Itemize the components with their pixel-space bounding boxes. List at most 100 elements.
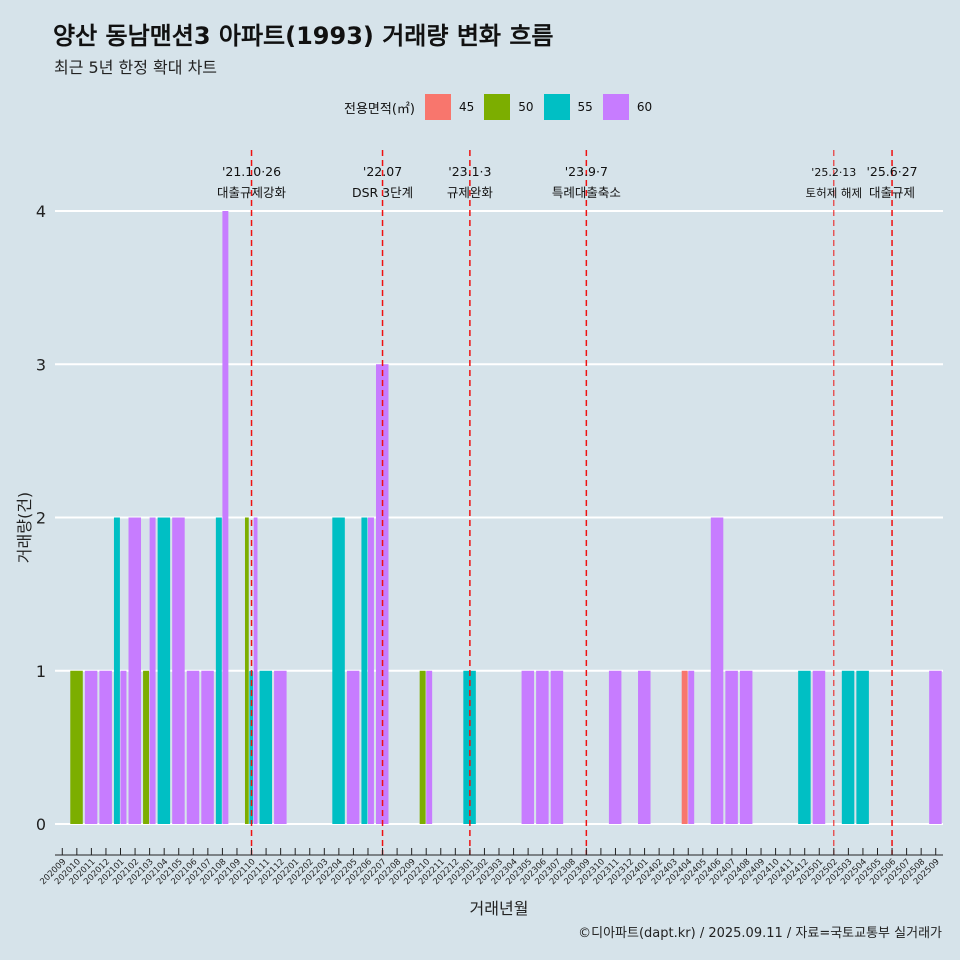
legend-swatch-55 (543, 94, 570, 120)
legend: 전용면적(㎡) 45 50 55 60 (344, 93, 662, 121)
bar-202205-60 (346, 670, 360, 824)
x-tick-label-202207: 202207 (359, 857, 389, 887)
y-tick-label-1: 1 (36, 662, 46, 681)
bar-202011-60 (84, 670, 98, 824)
bar-202206-60 (367, 517, 374, 824)
x-tick-label-202211: 202211 (417, 857, 447, 887)
bar-202509-60 (929, 670, 942, 824)
x-tick-label-202209: 202209 (388, 857, 418, 887)
bar-202307-60 (550, 670, 564, 824)
legend-item-60: 60 (602, 94, 652, 120)
bar-202112-60 (274, 670, 287, 824)
x-tick-label-202104: 202104 (140, 857, 170, 887)
bar-202108-60 (222, 211, 229, 824)
legend-item-50: 50 (484, 94, 534, 120)
x-tick-label-202412: 202412 (781, 857, 811, 887)
x-tick-label-202212: 202212 (431, 857, 461, 887)
gridlines (55, 210, 943, 825)
y-tick-label-0: 0 (36, 815, 46, 834)
bar-202105-60 (172, 517, 185, 824)
x-axis-title: 거래년월 (470, 899, 529, 918)
bar-202404-60 (688, 670, 695, 824)
x-tick-label-202408: 202408 (723, 857, 753, 887)
x-tick-label-202311: 202311 (592, 857, 622, 887)
bar-202501-60 (812, 670, 826, 824)
event-label-202502: 토허제 해제 (806, 186, 863, 200)
x-tick-label-202106: 202106 (169, 857, 199, 887)
bar-202103-50 (143, 670, 150, 824)
bar-202305-60 (521, 670, 535, 824)
bar-202204-55 (332, 517, 345, 824)
bar-202503-55 (841, 670, 855, 824)
legend-title: 전용면적(㎡) (344, 101, 415, 117)
bar-202206-55 (361, 517, 368, 824)
x-tick-label-202009: 202009 (38, 857, 68, 887)
x-tick-label-202504: 202504 (839, 857, 869, 887)
source-caption: ©디아파트(dapt.kr) / 2025.09.11 / 자료=국토교통부 실… (578, 926, 942, 941)
x-tick-label-202305: 202305 (504, 857, 534, 887)
bar-202306-60 (536, 670, 549, 824)
event-date-202207: '22.07 (363, 164, 402, 179)
x-tick-label-202201: 202201 (271, 857, 301, 887)
bar-202012-60 (99, 670, 112, 824)
x-tick-label-202205: 202205 (330, 857, 360, 887)
bar-202504-55 (856, 670, 869, 824)
legend-swatch-60 (602, 94, 629, 120)
x-tick-label-202507: 202507 (883, 857, 913, 887)
x-tick-label-202103: 202103 (126, 857, 156, 887)
y-tick-label-2: 2 (36, 509, 46, 528)
x-tick-label-202012: 202012 (82, 857, 112, 887)
x-tick-label-202505: 202505 (854, 857, 884, 887)
bar-202311-60 (608, 670, 622, 824)
bar-202301-55 (463, 670, 476, 824)
x-tick-label-202407: 202407 (708, 857, 738, 887)
chart-title: 양산 동남맨션3 아파트(1993) 거래량 변화 흐름 (53, 22, 554, 50)
bar-202106-60 (186, 670, 200, 824)
x-tick-label-202309: 202309 (562, 857, 592, 887)
x-tick-label-202402: 202402 (635, 857, 665, 887)
bar-202110-50 (244, 517, 249, 824)
x-tick-label-202312: 202312 (606, 857, 636, 887)
event-label-202301: 규제완화 (447, 185, 494, 200)
legend-item-45: 45 (424, 94, 475, 120)
x-tick-label-202102: 202102 (111, 857, 141, 887)
bar-202408-60 (739, 670, 753, 824)
x-tick-label-202308: 202308 (548, 857, 578, 887)
x-tick-label-202108: 202108 (199, 857, 229, 887)
y-tick-label-3: 3 (36, 355, 46, 374)
event-date-202506: '25.6·27 (866, 164, 917, 179)
x-tick-label-202508: 202508 (897, 857, 927, 887)
bar-202401-60 (638, 670, 651, 824)
x-tick-label-202204: 202204 (315, 857, 345, 887)
event-date-202301: '23.1·3 (448, 164, 491, 179)
legend-label-45: 45 (458, 100, 475, 114)
event-date-202309: '23.9·7 (565, 164, 608, 179)
x-tick-label-202501: 202501 (795, 857, 825, 887)
event-label-202506: 대출규제 (869, 185, 915, 200)
event-label-202207: DSR 3단계 (352, 185, 413, 200)
bar-202104-55 (157, 517, 171, 824)
x-tick-label-202506: 202506 (868, 857, 898, 887)
x-tick-label-202509: 202509 (912, 857, 942, 887)
x-tick-label-202406: 202406 (693, 857, 723, 887)
x-tick-label-202411: 202411 (766, 857, 796, 887)
x-tick-label-202410: 202410 (752, 857, 782, 887)
event-label-202309: 특례대출축소 (552, 185, 621, 200)
x-tick-label-202307: 202307 (533, 857, 563, 887)
x-tick-label-202310: 202310 (577, 857, 607, 887)
x-tick-label-202302: 202302 (461, 857, 491, 887)
bar-202207-60 (375, 364, 389, 824)
bar-202412-55 (798, 670, 811, 824)
x-tick-label-202502: 202502 (810, 857, 840, 887)
x-tick-label-202303: 202303 (475, 857, 505, 887)
bar-202111-55 (259, 670, 273, 824)
x-tick-label-202306: 202306 (519, 857, 549, 887)
x-tick-label-202107: 202107 (184, 857, 214, 887)
bar-202407-60 (725, 670, 738, 824)
legend-item-55: 55 (543, 94, 593, 120)
x-tick-label-202301: 202301 (446, 857, 476, 887)
x-tick-label-202401: 202401 (621, 857, 651, 887)
y-axis-title: 거래량(건) (15, 492, 34, 563)
annotations: '21.10·26 대출규제강화 '22.07 DSR 3단계 '23.1·3 규제완화 '… (217, 150, 918, 855)
